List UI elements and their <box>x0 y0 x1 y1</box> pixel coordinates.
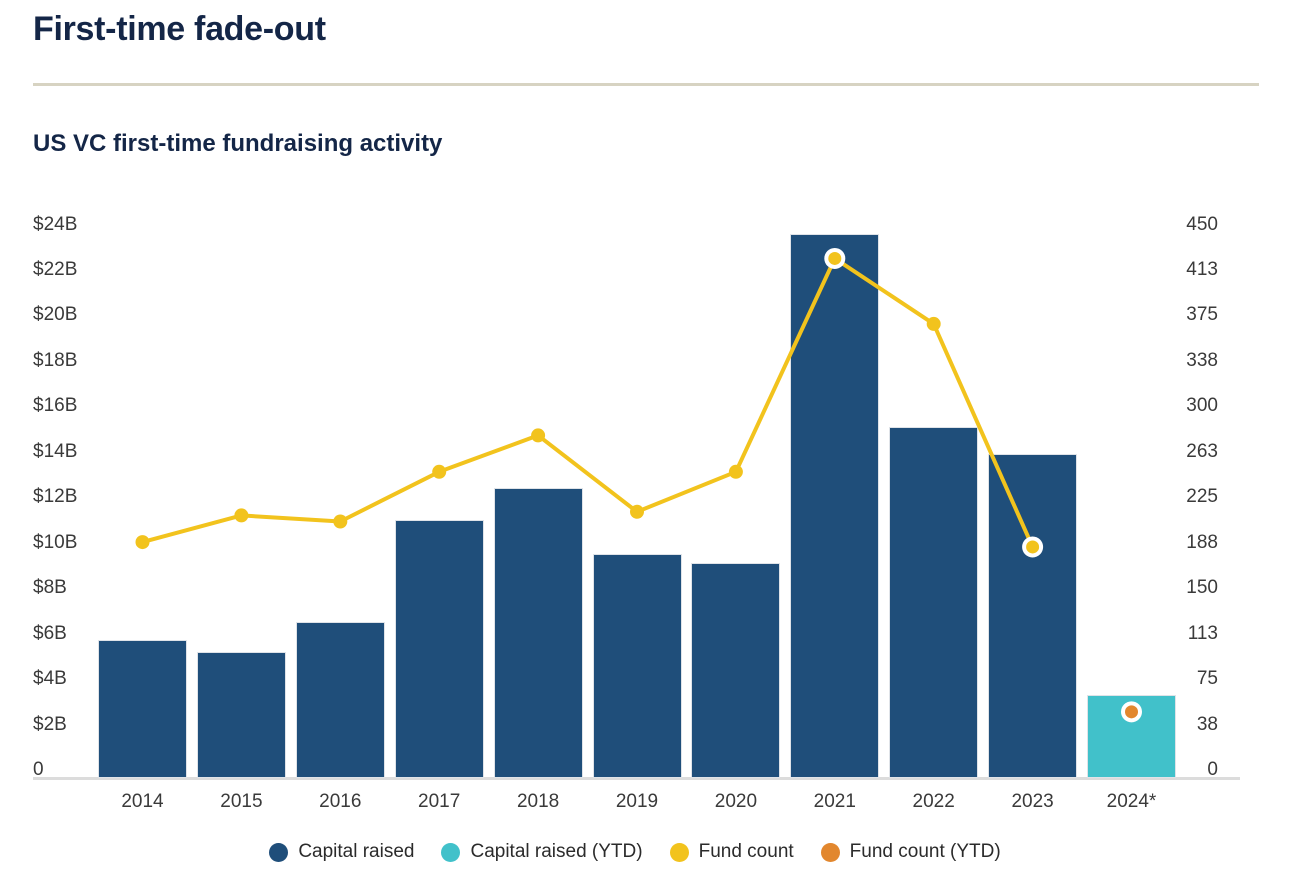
y-axis-right-tick: 300 <box>1186 395 1218 417</box>
legend-dot-icon <box>820 842 840 862</box>
fund-count-dot-2017 <box>432 464 447 479</box>
x-label-2019: 2019 <box>615 791 659 812</box>
bar-capital-raised-2017 <box>394 519 484 778</box>
x-label-2023: 2023 <box>1011 791 1054 812</box>
legend-dot-icon <box>669 842 689 862</box>
bar-capital-raised-ytd--2024 <box>1087 694 1176 778</box>
y-axis-left-tick: $16B <box>33 395 78 417</box>
y-axis-right-tick: 188 <box>1186 531 1218 553</box>
x-label-2024: 2024* <box>1106 791 1157 812</box>
y-axis-right-tick: 375 <box>1186 304 1218 326</box>
x-label-2020: 2020 <box>714 791 758 812</box>
y-axis-left-tick: $2B <box>33 713 67 735</box>
y-axis-left-tick: $14B <box>33 440 78 462</box>
bar-capital-raised-2019 <box>592 554 682 778</box>
bar-capital-raised-2021 <box>790 233 880 778</box>
x-label-2016: 2016 <box>319 791 362 812</box>
y-axis-right-tick: 338 <box>1186 349 1218 371</box>
fund-count-dot-2016 <box>333 514 348 529</box>
bar-capital-raised-2018 <box>493 488 583 778</box>
fund-count-dot-2018 <box>531 428 546 443</box>
legend-label: Capital raised (YTD) <box>470 841 643 862</box>
legend-label: Fund count (YTD) <box>849 841 1001 862</box>
bar-capital-raised-2020 <box>691 563 781 778</box>
y-axis-left-tick: $20B <box>33 304 78 326</box>
y-axis-left-tick: $6B <box>33 622 67 644</box>
legend-label: Fund count <box>698 841 794 862</box>
y-axis-right-tick: 263 <box>1186 440 1218 462</box>
x-label-2015: 2015 <box>220 791 263 812</box>
x-label-2018: 2018 <box>516 791 560 812</box>
y-axis-left-tick: $22B <box>33 258 78 280</box>
legend-item-capital-raised-ytd-: Capital raised (YTD) <box>441 841 643 863</box>
y-axis-right-tick: 113 <box>1187 622 1218 644</box>
legend-item-fund-count: Fund count <box>669 841 794 863</box>
legend-dot-icon <box>269 842 289 862</box>
y-axis-right-tick: 38 <box>1196 713 1218 735</box>
x-label-2014: 2014 <box>121 791 164 812</box>
bar-capital-raised-2016 <box>295 622 385 778</box>
bar-capital-raised-2022 <box>889 426 979 778</box>
legend-item-fund-count-ytd-: Fund count (YTD) <box>820 841 1001 863</box>
fund-count-dot-2020 <box>728 464 743 479</box>
x-axis-line <box>33 777 1240 780</box>
bar-capital-raised-2015 <box>196 651 286 778</box>
chart-subtitle: US VC first-time fundraising activity <box>33 130 443 157</box>
chart-legend: Capital raised Capital raised (YTD) Fund c… <box>0 841 1270 863</box>
fund-count-dot-2022 <box>926 316 941 331</box>
y-axis-right-tick: 150 <box>1186 577 1218 599</box>
y-axis-right-tick: 413 <box>1186 258 1218 280</box>
legend-item-capital-raised: Capital raised <box>269 841 414 863</box>
fund-count-dot-2014 <box>135 535 150 550</box>
legend-label: Capital raised <box>298 841 415 862</box>
legend-dot-icon <box>441 842 461 862</box>
x-label-2022: 2022 <box>912 791 955 812</box>
x-label-2021: 2021 <box>813 791 856 812</box>
y-axis-left-tick: $18B <box>33 349 78 371</box>
bar-capital-raised-2014 <box>98 640 187 778</box>
fund-count-dot-2015 <box>234 508 249 523</box>
y-axis-left-tick: 0 <box>33 759 44 780</box>
y-axis-right-tick: 0 <box>1207 759 1218 780</box>
title-divider <box>33 83 1259 86</box>
y-axis-right-tick: 75 <box>1196 668 1218 690</box>
fund-count-dot-2019 <box>630 504 644 519</box>
bar-capital-raised-2023 <box>988 454 1078 778</box>
page-title: First-time fade-out <box>33 10 326 48</box>
y-axis-left-tick: $10B <box>33 531 78 553</box>
x-label-2017: 2017 <box>418 791 461 812</box>
y-axis-left-tick: $8B <box>33 577 67 599</box>
y-axis-right-tick: 225 <box>1186 486 1218 508</box>
y-axis-left-tick: $24B <box>33 213 78 235</box>
y-axis-right-tick: 450 <box>1186 213 1218 235</box>
y-axis-left-tick: $4B <box>33 668 67 690</box>
y-axis-left-tick: $12B <box>33 486 78 508</box>
